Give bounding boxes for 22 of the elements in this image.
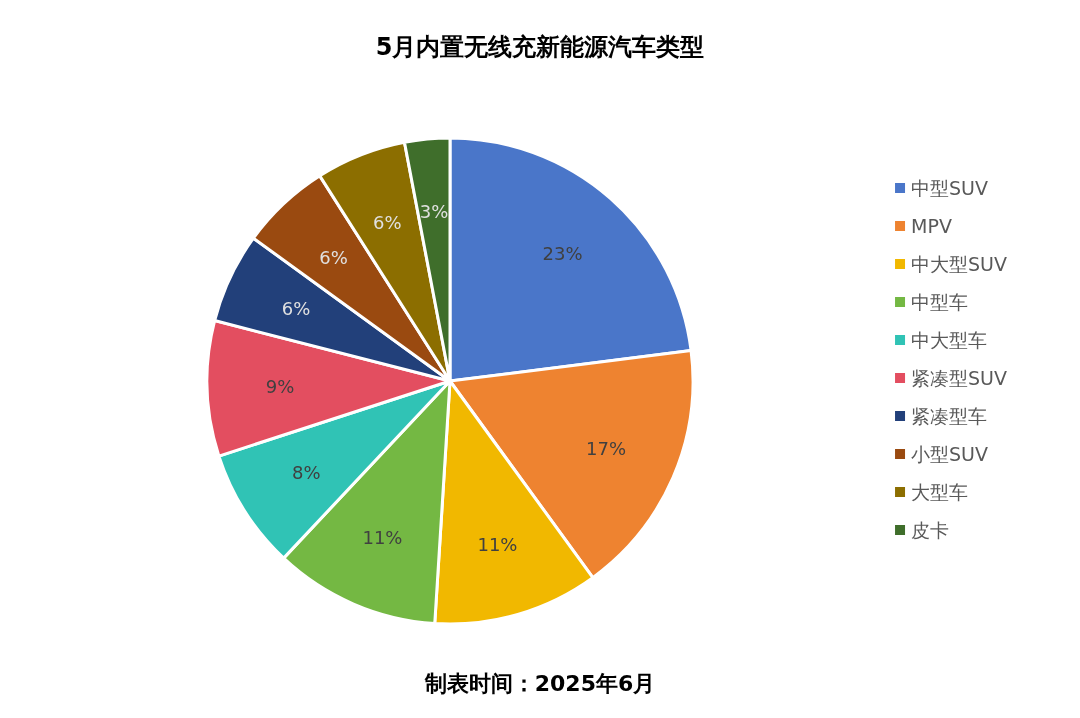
data-label: 6% <box>373 212 402 234</box>
data-label: 8% <box>292 461 321 483</box>
legend-label: 紧凑型SUV <box>911 367 1007 389</box>
data-label: 11% <box>362 526 403 548</box>
legend-label: 中大型SUV <box>911 253 1007 275</box>
legend-label: MPV <box>911 215 952 237</box>
data-label: 6% <box>319 246 348 268</box>
data-label: 17% <box>586 438 627 460</box>
legend-label: 小型SUV <box>911 443 988 465</box>
text: 制表时间：2025年6月 <box>423 670 656 696</box>
legend-label: 大型车 <box>911 481 969 503</box>
data-label: 3% <box>419 201 449 223</box>
chart-title: 5月内置无线充新能源汽车类型 <box>375 33 705 61</box>
legend-label: 皮卡 <box>911 519 950 541</box>
data-label: 11% <box>477 533 518 555</box>
data-label: 6% <box>281 298 311 320</box>
data-label: 23% <box>542 242 583 264</box>
legend-label: 紧凑型车 <box>911 405 988 427</box>
legend-label: 中型车 <box>911 291 969 313</box>
data-label: 9% <box>265 375 295 397</box>
legend-label: 中大型车 <box>911 329 988 351</box>
legend-label: 中型SUV <box>911 177 988 199</box>
